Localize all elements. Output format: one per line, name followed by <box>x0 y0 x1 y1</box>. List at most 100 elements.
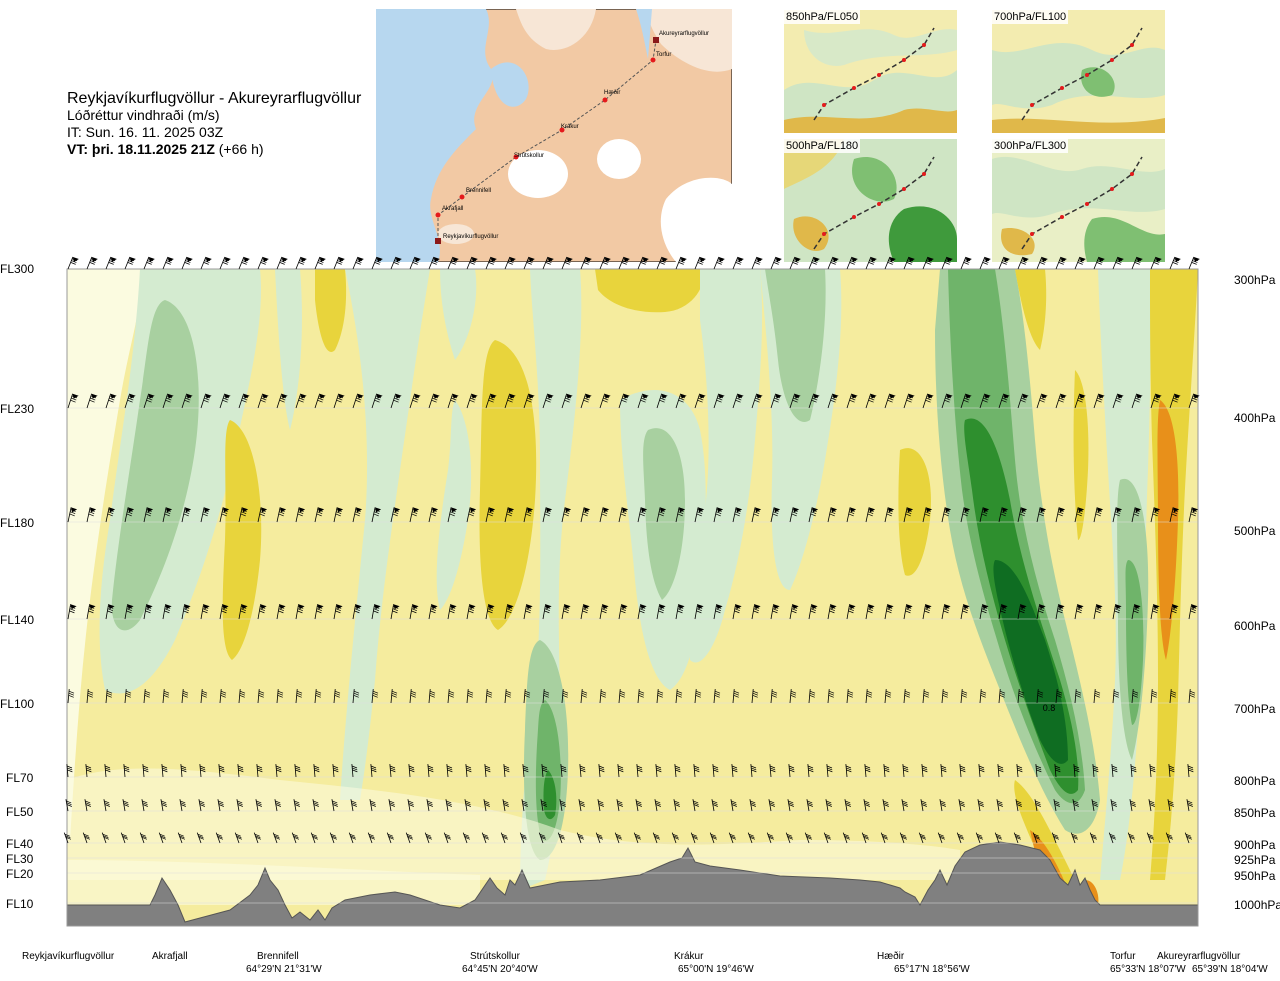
wind-barb <box>846 604 856 620</box>
wind-barb <box>732 507 743 523</box>
wind-barb <box>427 764 434 778</box>
cross-section-chart: 0.8 <box>63 256 1200 927</box>
wind-barb <box>998 689 1006 704</box>
wind-barb <box>732 604 742 620</box>
fl-label: FL40 <box>6 837 34 851</box>
wind-barb <box>675 604 685 620</box>
wind-barb <box>428 689 436 704</box>
wind-barb <box>390 689 398 704</box>
wind-barb <box>143 393 155 409</box>
wind-barb <box>1112 507 1123 523</box>
wind-barb <box>1130 764 1137 778</box>
wind-barb <box>541 764 548 778</box>
wind-barb <box>956 832 965 844</box>
wind-barb <box>998 507 1009 523</box>
wind-barb <box>196 832 205 844</box>
wind-barb <box>295 507 306 523</box>
wind-barb <box>789 689 797 704</box>
wind-barb <box>409 507 420 523</box>
wind-barb <box>1131 507 1142 523</box>
wind-barb <box>105 689 113 704</box>
wind-barb <box>922 393 934 409</box>
wind-barb <box>352 256 364 270</box>
wind-barb <box>557 832 566 844</box>
wind-barb <box>618 689 626 704</box>
wind-barb <box>523 256 535 270</box>
wind-barb <box>293 799 300 812</box>
wind-barb <box>804 832 813 844</box>
wind-barb <box>1184 832 1193 844</box>
wind-barb <box>257 393 269 409</box>
wind-barb <box>276 604 286 620</box>
wind-barb <box>694 393 706 409</box>
wind-barb <box>751 507 762 523</box>
wind-barb <box>846 689 854 704</box>
fl-label: FL100 <box>0 697 35 711</box>
minimap-700[interactable]: 700hPa/FL100 <box>992 10 1165 133</box>
wind-barb <box>181 393 193 409</box>
wind-barb <box>67 256 79 270</box>
wind-barb <box>1089 832 1098 844</box>
wind-barb <box>922 256 934 270</box>
waypoint-name: Akureyrarflugvöllur <box>1157 951 1241 962</box>
wind-barb <box>122 799 129 812</box>
wind-barb <box>1188 507 1199 523</box>
wind-barb <box>1146 832 1155 844</box>
wind-barb <box>257 507 268 523</box>
wind-barb <box>637 604 647 620</box>
wind-barb <box>618 256 630 270</box>
minimap-300[interactable]: 300hPa/FL300 <box>992 139 1165 262</box>
title-block: Reykjavíkurflugvöllur - Akureyrarflugvöl… <box>67 90 361 158</box>
wind-barb <box>124 689 132 704</box>
wind-barb <box>580 604 590 620</box>
wind-barb <box>105 256 117 270</box>
wind-barb <box>238 507 249 523</box>
wind-barb <box>481 832 490 844</box>
wind-barb <box>941 604 951 620</box>
wind-barb <box>139 832 148 844</box>
minimap-850[interactable]: 850hPa/FL050 <box>784 10 957 133</box>
wind-barb <box>86 393 98 409</box>
wind-barb <box>597 799 604 812</box>
wind-barb <box>882 799 889 812</box>
wind-barb <box>200 507 211 523</box>
wind-barb <box>960 393 972 409</box>
wind-barb <box>65 799 72 812</box>
wind-barb <box>675 507 686 523</box>
wind-barb <box>692 799 699 812</box>
wind-barb <box>656 393 668 409</box>
wind-barb <box>485 256 497 270</box>
wind-barb <box>466 689 474 704</box>
wind-barb <box>884 393 896 409</box>
wind-barb <box>635 799 642 812</box>
wind-barb <box>1165 832 1174 844</box>
minimap-500[interactable]: 500hPa/FL180 <box>784 139 957 262</box>
wind-barb <box>1187 764 1194 778</box>
wind-barb <box>85 764 92 778</box>
wind-barb <box>276 689 284 704</box>
minimap-500-label: 500hPa/FL180 <box>784 139 861 153</box>
wind-barb <box>903 256 915 270</box>
wind-barb <box>941 507 952 523</box>
wind-barb <box>1093 393 1105 409</box>
wind-barb <box>902 764 909 778</box>
wind-barb <box>104 764 111 778</box>
wind-barb <box>314 393 326 409</box>
wind-barb <box>504 507 515 523</box>
wind-barb <box>367 832 376 844</box>
wind-barb <box>713 507 724 523</box>
wind-barb <box>1168 764 1175 778</box>
map-marker-strutskollur <box>513 154 519 160</box>
wind-barb <box>1188 393 1200 409</box>
wind-barb <box>694 256 706 270</box>
wind-barb <box>542 604 552 620</box>
wind-barb <box>899 832 908 844</box>
wind-barb <box>234 832 243 844</box>
wind-barb <box>1017 256 1029 270</box>
wind-barb <box>350 799 357 812</box>
wind-barb <box>521 799 528 812</box>
map-marker-krakur <box>559 127 565 133</box>
wind-barb <box>542 393 554 409</box>
fl-label: FL140 <box>0 613 35 627</box>
wind-barb <box>274 799 281 812</box>
